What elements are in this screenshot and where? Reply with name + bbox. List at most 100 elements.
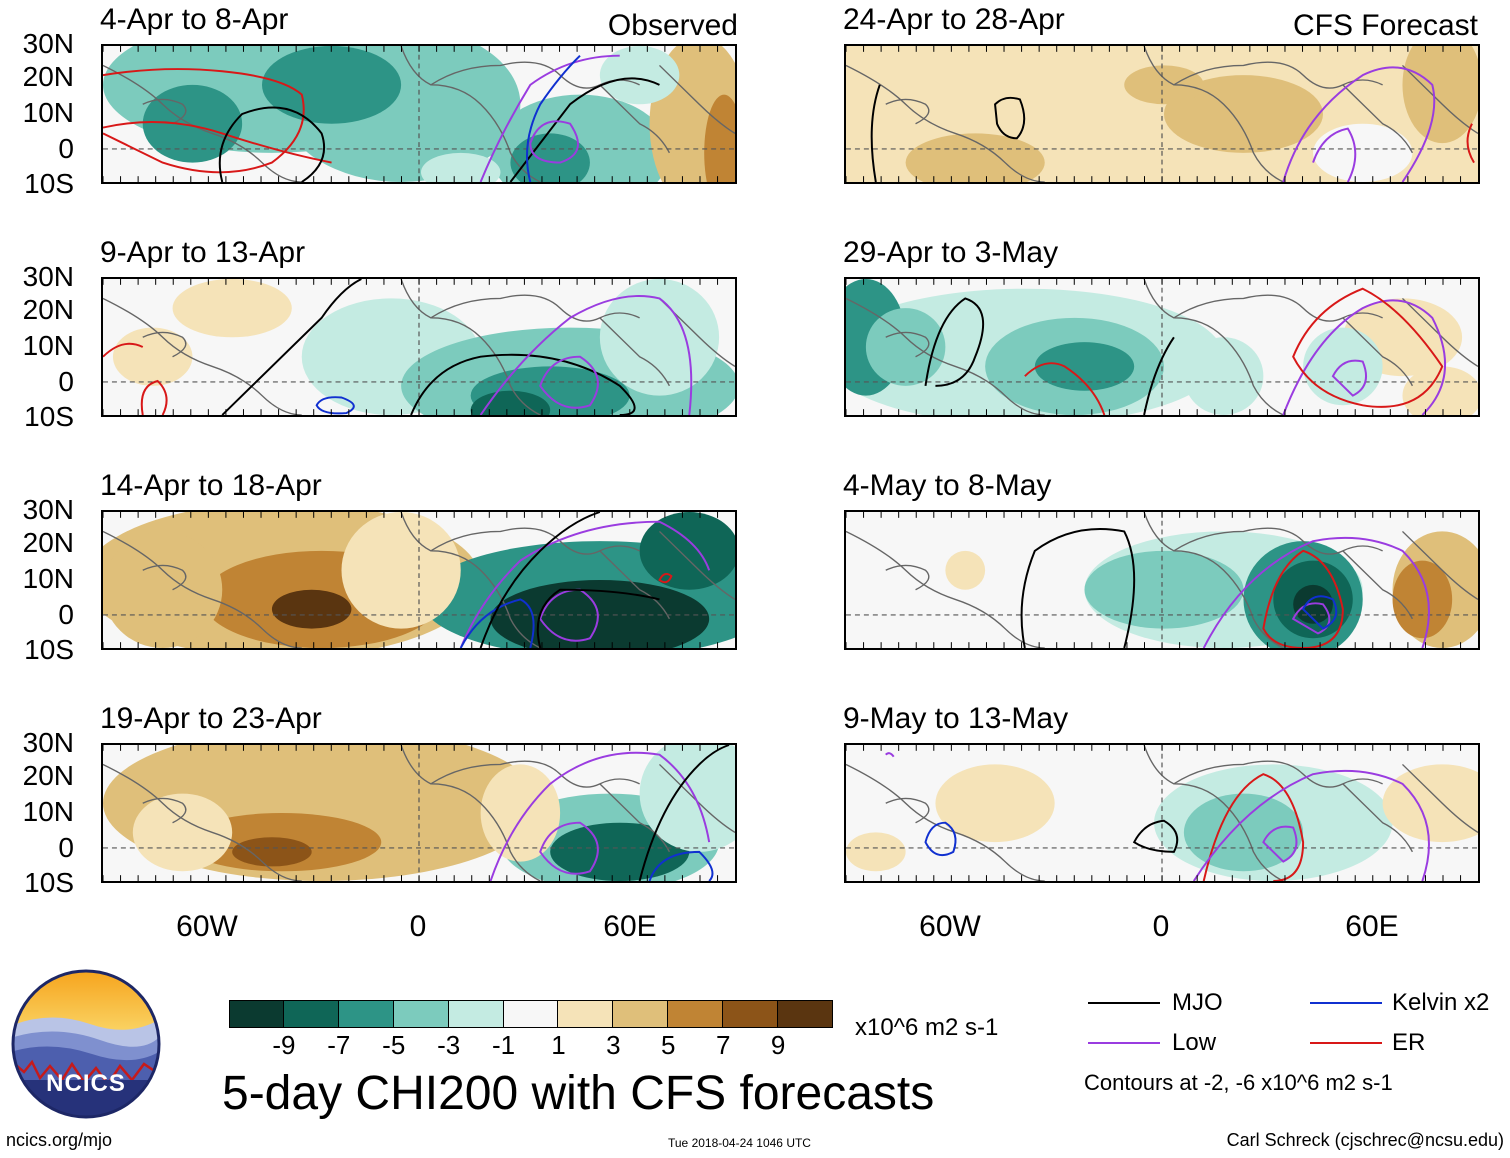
anomaly-region [935, 764, 1055, 843]
contour-line [526, 55, 581, 182]
map-panel-forecast-3 [844, 510, 1480, 650]
colorbar-swatch [229, 1000, 284, 1028]
legend-label-er: ER [1392, 1029, 1426, 1056]
footer-timestamp: Tue 2018-04-24 1046 UTC [668, 1136, 811, 1150]
anomaly-region [132, 793, 233, 872]
contour-line [489, 751, 711, 881]
contour-line [479, 295, 693, 415]
contour-line [1282, 299, 1447, 415]
panel-title: 4-Apr to 8-Apr [100, 3, 289, 36]
lat-label: 10S [24, 401, 74, 432]
contour-line [509, 77, 660, 182]
lat-label: 10N [22, 97, 74, 128]
lat-label: 10S [24, 634, 74, 665]
anomaly-region [599, 279, 720, 396]
contour-line [479, 54, 620, 182]
contour-line [459, 520, 711, 648]
colorbar-swatch [723, 1000, 779, 1028]
contour-line [658, 572, 673, 584]
lat-label: 0 [58, 599, 74, 630]
lat-label: 10N [22, 796, 74, 827]
contour-line [1024, 362, 1106, 415]
lat-label: 30N [22, 28, 74, 59]
contour-line [870, 84, 881, 182]
contour-line [1192, 769, 1430, 881]
lon-label-60w: 60W [176, 910, 238, 943]
lat-label: 30N [22, 494, 74, 525]
contour-line [103, 342, 144, 358]
cfs-forecast-label: CFS Forecast [1292, 9, 1478, 42]
contour-line [218, 106, 326, 182]
anomaly-region [261, 46, 402, 124]
contour-line [885, 752, 895, 758]
contour-line [1466, 123, 1475, 164]
contour-line [1202, 536, 1430, 648]
lat-label: 20N [22, 527, 74, 558]
panel-title: 29-Apr to 3-May [843, 236, 1059, 269]
lon-label-0: 0 [1152, 910, 1170, 943]
colorbar-label: -1 [491, 1030, 516, 1060]
colorbar-label: 9 [770, 1030, 786, 1060]
panel-title: 14-Apr to 18-Apr [100, 469, 322, 502]
contour-line [1262, 825, 1298, 863]
legend-label-mjo: MJO [1172, 989, 1223, 1016]
colorbar-swatch [668, 1000, 724, 1028]
lon-label-60e: 60E [1345, 910, 1399, 943]
lat-label: 0 [58, 133, 74, 164]
anomaly-region [1084, 550, 1244, 629]
contour-line [221, 279, 362, 415]
contour-line [1262, 549, 1344, 648]
panel-title: 4-May to 8-May [843, 469, 1052, 502]
logo-text: NCICS [46, 1070, 126, 1097]
legend-line-er [1310, 1042, 1382, 1044]
lat-label: 20N [22, 294, 74, 325]
lon-label-0: 0 [409, 910, 427, 943]
contour-line [103, 68, 305, 174]
map-panel-forecast-2 [844, 277, 1480, 417]
panel-title: 24-Apr to 28-Apr [843, 3, 1065, 36]
legend-line-mjo [1088, 1002, 1160, 1004]
lat-label: 10N [22, 330, 74, 361]
colorbar-label: 3 [606, 1030, 621, 1060]
lon-label-60w: 60W [919, 910, 981, 943]
colorbar [229, 1000, 833, 1028]
anomaly-region [846, 832, 906, 872]
legend-label-low: Low [1172, 1029, 1217, 1056]
map-canvas [103, 279, 735, 415]
contour-line [479, 512, 601, 648]
map-canvas [846, 46, 1478, 182]
colorbar-swatch [448, 1000, 504, 1028]
contour-line [1282, 66, 1436, 182]
map-panel-forecast-4 [844, 743, 1480, 883]
colorbar-label: 5 [661, 1030, 676, 1060]
contour-line [1312, 127, 1357, 182]
anomaly-region [599, 46, 680, 105]
anomaly-region [1163, 75, 1323, 153]
anomaly-region [232, 837, 312, 867]
contour-line [539, 588, 599, 642]
colorbar-swatch [338, 1000, 394, 1028]
map-panel-observed-2 [101, 277, 737, 417]
colorbar-swatch [613, 1000, 669, 1028]
contour-line [410, 353, 636, 415]
map-panel-observed-4 [101, 743, 737, 883]
main-title: 5-day CHI200 with CFS forecasts [222, 1067, 935, 1120]
contour-line [1291, 602, 1331, 635]
contour-line [539, 355, 599, 409]
map-canvas [846, 512, 1478, 648]
colorbar-label: -9 [272, 1030, 296, 1060]
footer-link[interactable]: ncics.org/mjo [6, 1130, 113, 1150]
colorbar-label: 7 [715, 1030, 731, 1060]
lat-label: 30N [22, 727, 74, 758]
anomaly-region [905, 133, 1045, 182]
contour-line [1020, 528, 1136, 648]
anomaly-region [945, 550, 986, 590]
map-canvas [846, 745, 1478, 881]
colorbar-swatch [393, 1000, 449, 1028]
anomaly-region [1392, 560, 1453, 639]
anomaly-region [1034, 342, 1135, 391]
anomaly-region [639, 745, 735, 852]
lat-label: 20N [22, 61, 74, 92]
colorbar-units: x10^6 m2 s-1 [855, 1014, 999, 1041]
contour-line [536, 588, 660, 648]
